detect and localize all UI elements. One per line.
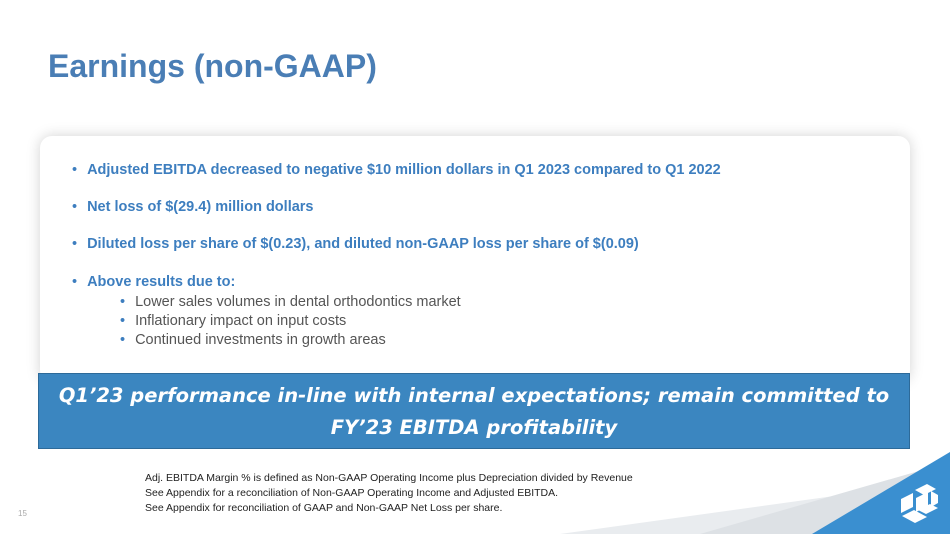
- bullet-item: • Above results due to:: [72, 274, 235, 290]
- company-logo-icon: [901, 484, 938, 523]
- bullet-dot: •: [72, 162, 78, 178]
- summary-card: • Adjusted EBITDA decreased to negative $…: [40, 136, 910, 382]
- footnotes: Adj. EBITDA Margin % is defined as Non-G…: [145, 471, 633, 516]
- bullet-dot: •: [120, 294, 126, 310]
- footnote: See Appendix for a reconciliation of Non…: [145, 487, 559, 499]
- bullet-item: • Diluted loss per share of $(0.23), and …: [72, 236, 639, 252]
- bullet-dot: •: [72, 236, 78, 252]
- sub-bullet-text: Inflationary impact on input costs: [135, 313, 347, 329]
- page-number: 15: [18, 509, 27, 518]
- bullet-text: Above results due to:: [87, 274, 236, 290]
- sub-bullet-item: • Inflationary impact on input costs: [120, 313, 346, 329]
- sub-bullet-text: Lower sales volumes in dental orthodonti…: [135, 294, 461, 310]
- highlight-banner: Q1’23 performance in-line with internal …: [38, 373, 910, 449]
- blue-corner: [812, 452, 950, 534]
- sub-bullet-item: • Continued investments in growth areas: [120, 332, 386, 348]
- bullet-item: • Adjusted EBITDA decreased to negative $…: [72, 162, 721, 178]
- grey-swoosh-inner: [700, 462, 950, 534]
- sub-bullet-text: Continued investments in growth areas: [135, 332, 386, 348]
- sub-bullet-item: • Lower sales volumes in dental orthodont…: [120, 294, 461, 310]
- bullet-dot: •: [120, 332, 126, 348]
- banner-line-2: FY’23 EBITDA profitability: [330, 416, 618, 439]
- bullet-text: Net loss of $(29.4) million dollars: [87, 199, 314, 215]
- footnote: See Appendix for reconciliation of GAAP …: [145, 502, 503, 514]
- bullet-text: Adjusted EBITDA decreased to negative $1…: [87, 162, 721, 178]
- footnote: Adj. EBITDA Margin % is defined as Non-G…: [145, 472, 633, 484]
- bullet-dot: •: [120, 313, 126, 329]
- banner-line-1: Q1’23 performance in-line with internal …: [58, 384, 890, 407]
- bullet-dot: •: [72, 199, 78, 215]
- slide-title: Earnings (non-GAAP): [48, 48, 377, 84]
- bullet-text: Diluted loss per share of $(0.23), and d…: [87, 236, 639, 252]
- bullet-item: • Net loss of $(29.4) million dollars: [72, 199, 314, 215]
- bullet-dot: •: [72, 274, 78, 290]
